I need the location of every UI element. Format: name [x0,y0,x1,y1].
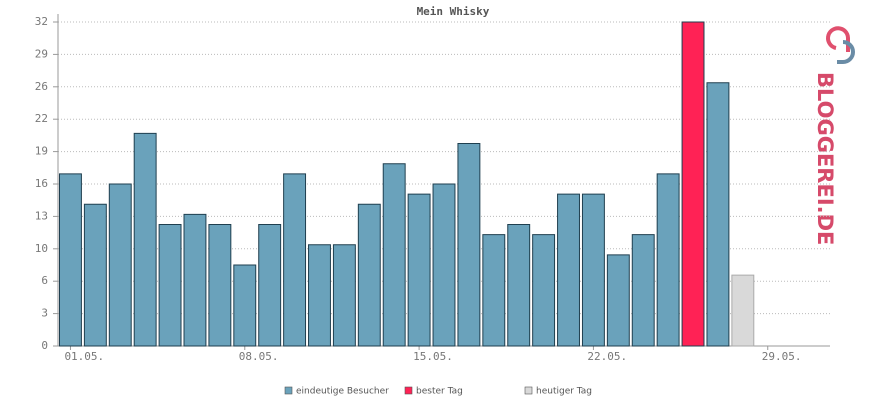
logo-text: BLOGGEREI.DE [813,72,837,245]
bar [208,224,232,347]
legend-swatch [524,386,533,395]
bar [332,244,356,347]
bar [432,183,456,347]
y-tick-label: 3 [41,307,48,320]
x-tick-label: 15.05. [413,350,453,363]
y-tick-label: 22 [35,112,48,125]
bar [457,143,481,347]
x-tick-label: 08.05. [239,350,279,363]
y-tick-label: 0 [41,339,48,352]
bar [133,132,157,347]
bar [482,234,506,347]
logo: BLOGGEREI.DE [813,26,855,245]
bar [58,173,82,347]
y-tick-label: 29 [35,47,48,60]
bar [258,224,282,347]
bar [706,82,730,347]
bar [407,193,431,347]
y-tick-label: 13 [35,209,48,222]
legend-label: bester Tag [416,387,463,397]
x-tick-label: 29.05. [762,350,802,363]
bar [308,244,331,347]
bar [581,193,605,347]
x-tick-label: 01.05. [64,350,104,363]
legend-label: eindeutige Besucher [296,387,389,397]
chart-title: Mein Whisky [417,5,490,18]
bar [731,274,755,347]
bar [382,163,406,347]
bar [557,193,580,347]
bar [681,21,705,347]
legend-swatch [404,386,413,395]
bar [183,213,207,347]
y-tick-label: 6 [41,274,48,287]
y-tick-label: 10 [35,242,48,255]
logo-icon [837,40,855,64]
bar [357,203,381,347]
logo-icon [826,26,850,52]
y-tick-label: 16 [35,177,48,190]
bar [507,224,531,347]
bar [631,234,655,347]
legend-label: heutiger Tag [536,387,592,397]
x-tick-label: 22.05. [587,350,627,363]
y-tick-label: 26 [35,80,48,93]
bar [656,173,680,347]
bar [532,234,556,347]
bar [233,264,257,347]
bar [83,203,107,347]
bar [283,173,307,347]
bar [606,254,630,347]
legend-swatch [284,386,293,395]
bar [108,183,132,347]
y-tick-label: 32 [35,15,48,28]
y-tick-label: 19 [35,145,48,158]
bar [158,224,182,347]
